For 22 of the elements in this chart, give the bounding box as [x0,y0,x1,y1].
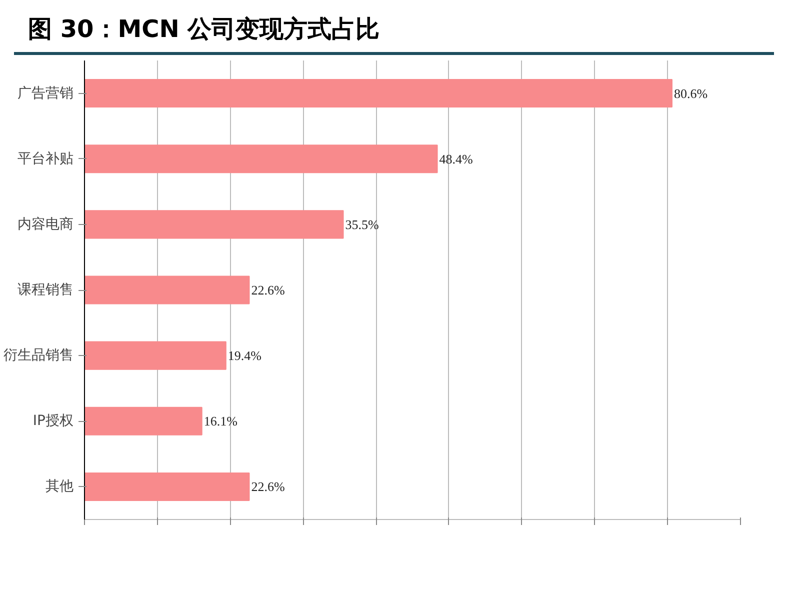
y-tick-label: 内容电商 [18,216,74,233]
bar [84,210,344,239]
bar [84,276,250,305]
bar [84,144,438,174]
bar [84,407,202,436]
bar [84,79,672,108]
data-label: 48.4% [439,152,474,167]
y-tick-label: IP授权 [32,413,74,430]
data-label: 80.6% [674,86,708,102]
data-label: 22.6% [251,479,285,494]
y-tick-label: 广告营销 [18,86,74,102]
y-tick-label: 衍生品销售 [4,348,74,364]
bar [84,342,226,370]
data-label: 19.4% [228,348,262,364]
y-tick-label: 其他 [46,478,74,495]
data-label: 22.6% [251,282,285,298]
data-label: 35.5% [345,217,380,232]
y-tick-label: 课程销售 [18,282,74,298]
chart-title: 图 30：MCN 公司变现方式占比 [28,14,380,45]
bar [84,472,250,502]
data-label: 16.1% [204,414,238,429]
y-tick-label: 平台补贴 [18,151,74,168]
